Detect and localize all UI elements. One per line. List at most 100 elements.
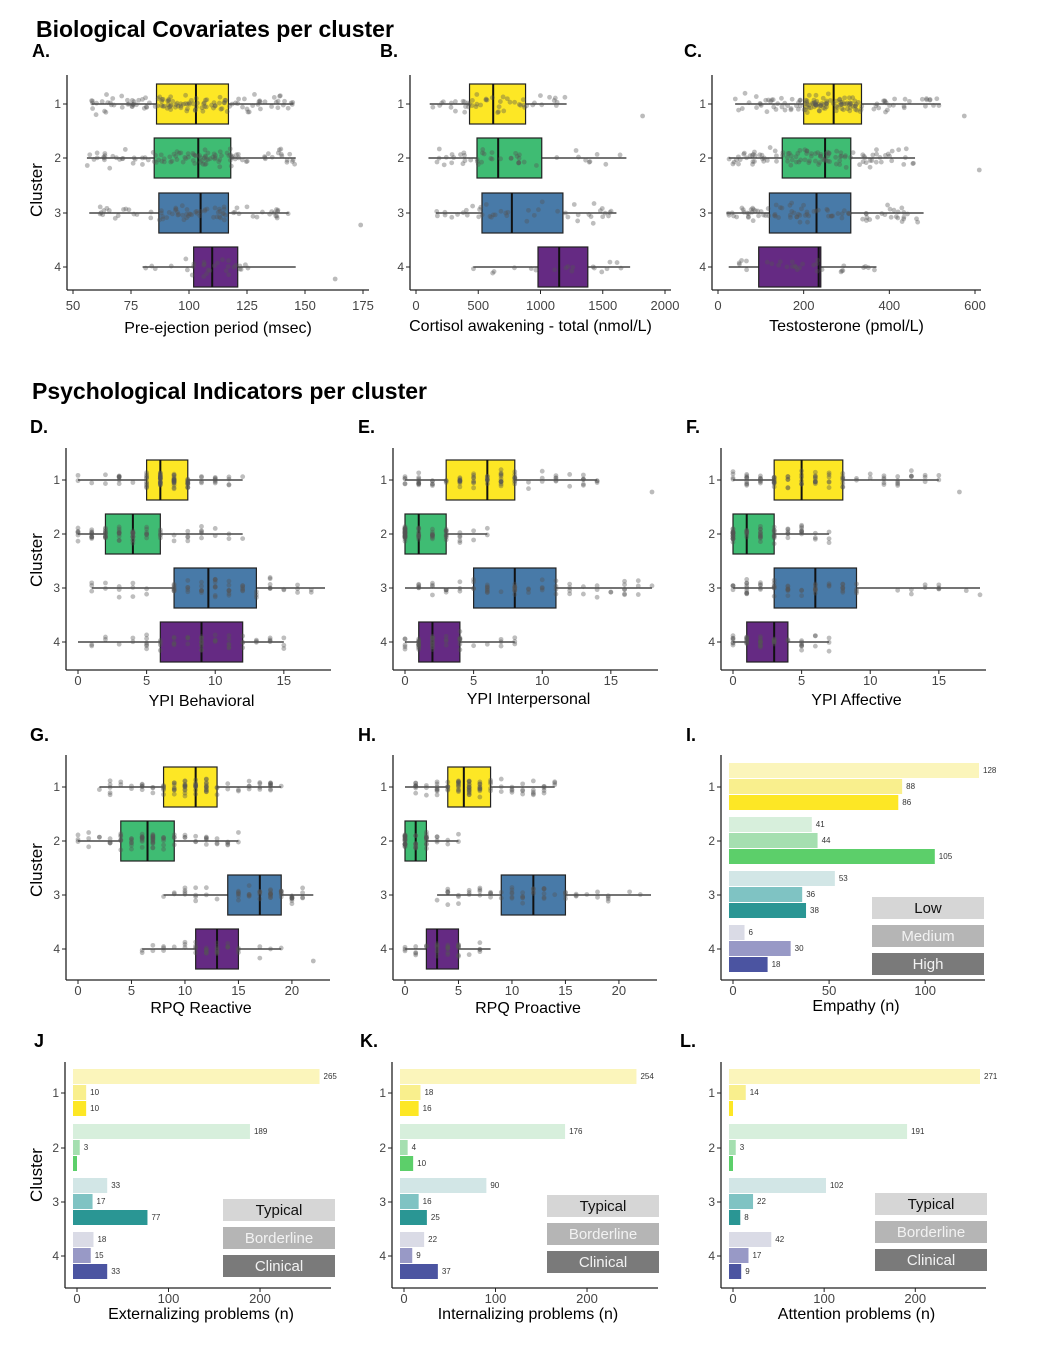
data-point: [402, 481, 408, 487]
data-point: [122, 147, 128, 152]
data-point: [116, 473, 122, 479]
data-point: [788, 106, 794, 111]
bar-cluster-1: [729, 779, 903, 794]
data-point: [580, 591, 586, 597]
data-point: [130, 529, 136, 535]
data-point: [101, 208, 107, 213]
data-point: [275, 207, 281, 213]
data-point: [603, 161, 609, 167]
data-point: [416, 533, 422, 539]
data-point: [744, 481, 750, 486]
data-point: [275, 208, 281, 214]
data-point: [730, 475, 736, 481]
data-point: [922, 582, 928, 588]
data-point: [159, 97, 165, 102]
data-point: [563, 265, 569, 271]
data-point: [178, 105, 184, 111]
data-point: [416, 532, 422, 538]
data-point: [199, 474, 204, 480]
data-point: [785, 154, 790, 160]
data-point: [236, 787, 241, 793]
data-point: [804, 100, 810, 105]
data-point: [474, 159, 480, 165]
data-point: [516, 102, 522, 107]
data-point: [182, 783, 188, 789]
data-point: [402, 525, 408, 531]
data-point: [785, 587, 791, 593]
data-point: [457, 477, 463, 483]
data-point: [462, 153, 467, 158]
data-point: [744, 635, 750, 641]
data-point: [456, 901, 461, 907]
data-point: [416, 582, 422, 588]
data-point: [218, 215, 223, 221]
data-point: [484, 588, 490, 594]
data-point: [308, 589, 314, 595]
data-point: [295, 590, 300, 595]
data-point: [246, 892, 252, 897]
data-point: [203, 789, 209, 795]
data-point: [649, 583, 655, 589]
x-tick-label: 200: [793, 298, 815, 313]
data-point: [430, 644, 435, 650]
data-point: [416, 642, 422, 647]
data-point: [116, 528, 122, 534]
data-point: [488, 777, 493, 783]
data-point: [532, 100, 537, 106]
data-point: [240, 645, 246, 651]
data-point: [812, 587, 818, 593]
data-point: [171, 588, 177, 594]
data-point: [445, 889, 451, 895]
bar-value-label: 10: [90, 1104, 99, 1113]
data-point: [103, 534, 108, 540]
data-point: [488, 781, 493, 787]
bar-cluster-1: [73, 1085, 87, 1100]
bar-value-label: 15: [95, 1251, 104, 1260]
data-point: [130, 534, 136, 540]
data-point: [202, 162, 208, 167]
x-tick-label: 5: [143, 673, 150, 688]
data-point: [402, 476, 408, 482]
y-tick-label: 2: [708, 834, 715, 848]
data-point: [281, 642, 287, 648]
data-point: [443, 528, 449, 534]
data-point: [539, 585, 545, 591]
data-point: [476, 214, 482, 220]
data-point: [226, 592, 232, 598]
data-point: [98, 210, 104, 216]
data-point: [541, 891, 547, 897]
data-point: [833, 154, 839, 160]
data-point: [771, 480, 777, 486]
data-point: [203, 780, 209, 786]
data-point: [804, 110, 810, 115]
data-point: [240, 639, 246, 645]
data-point: [102, 153, 108, 159]
x-tick-label: 200: [904, 1291, 926, 1306]
data-point: [584, 892, 590, 897]
data-point: [777, 205, 783, 210]
data-point: [186, 211, 192, 217]
data-point: [498, 208, 504, 214]
data-point: [203, 834, 209, 840]
data-point: [901, 216, 907, 222]
data-point: [244, 204, 250, 210]
data-point: [161, 792, 166, 797]
data-point: [434, 839, 440, 845]
bio-section-title: Biological Covariates per cluster: [36, 16, 394, 42]
data-point: [817, 108, 822, 114]
data-point: [551, 98, 557, 103]
legend-swatch: [872, 925, 984, 947]
data-point: [750, 205, 756, 211]
data-point: [267, 211, 273, 217]
data-point: [739, 258, 744, 263]
data-point: [504, 213, 510, 219]
data-point: [782, 107, 788, 113]
data-point: [812, 479, 818, 485]
x-tick-label: 10: [863, 673, 877, 688]
data-point: [139, 834, 145, 840]
y-tick-label: 3: [380, 888, 387, 902]
data-point: [771, 533, 777, 538]
data-point: [637, 892, 643, 897]
data-point: [512, 481, 518, 487]
